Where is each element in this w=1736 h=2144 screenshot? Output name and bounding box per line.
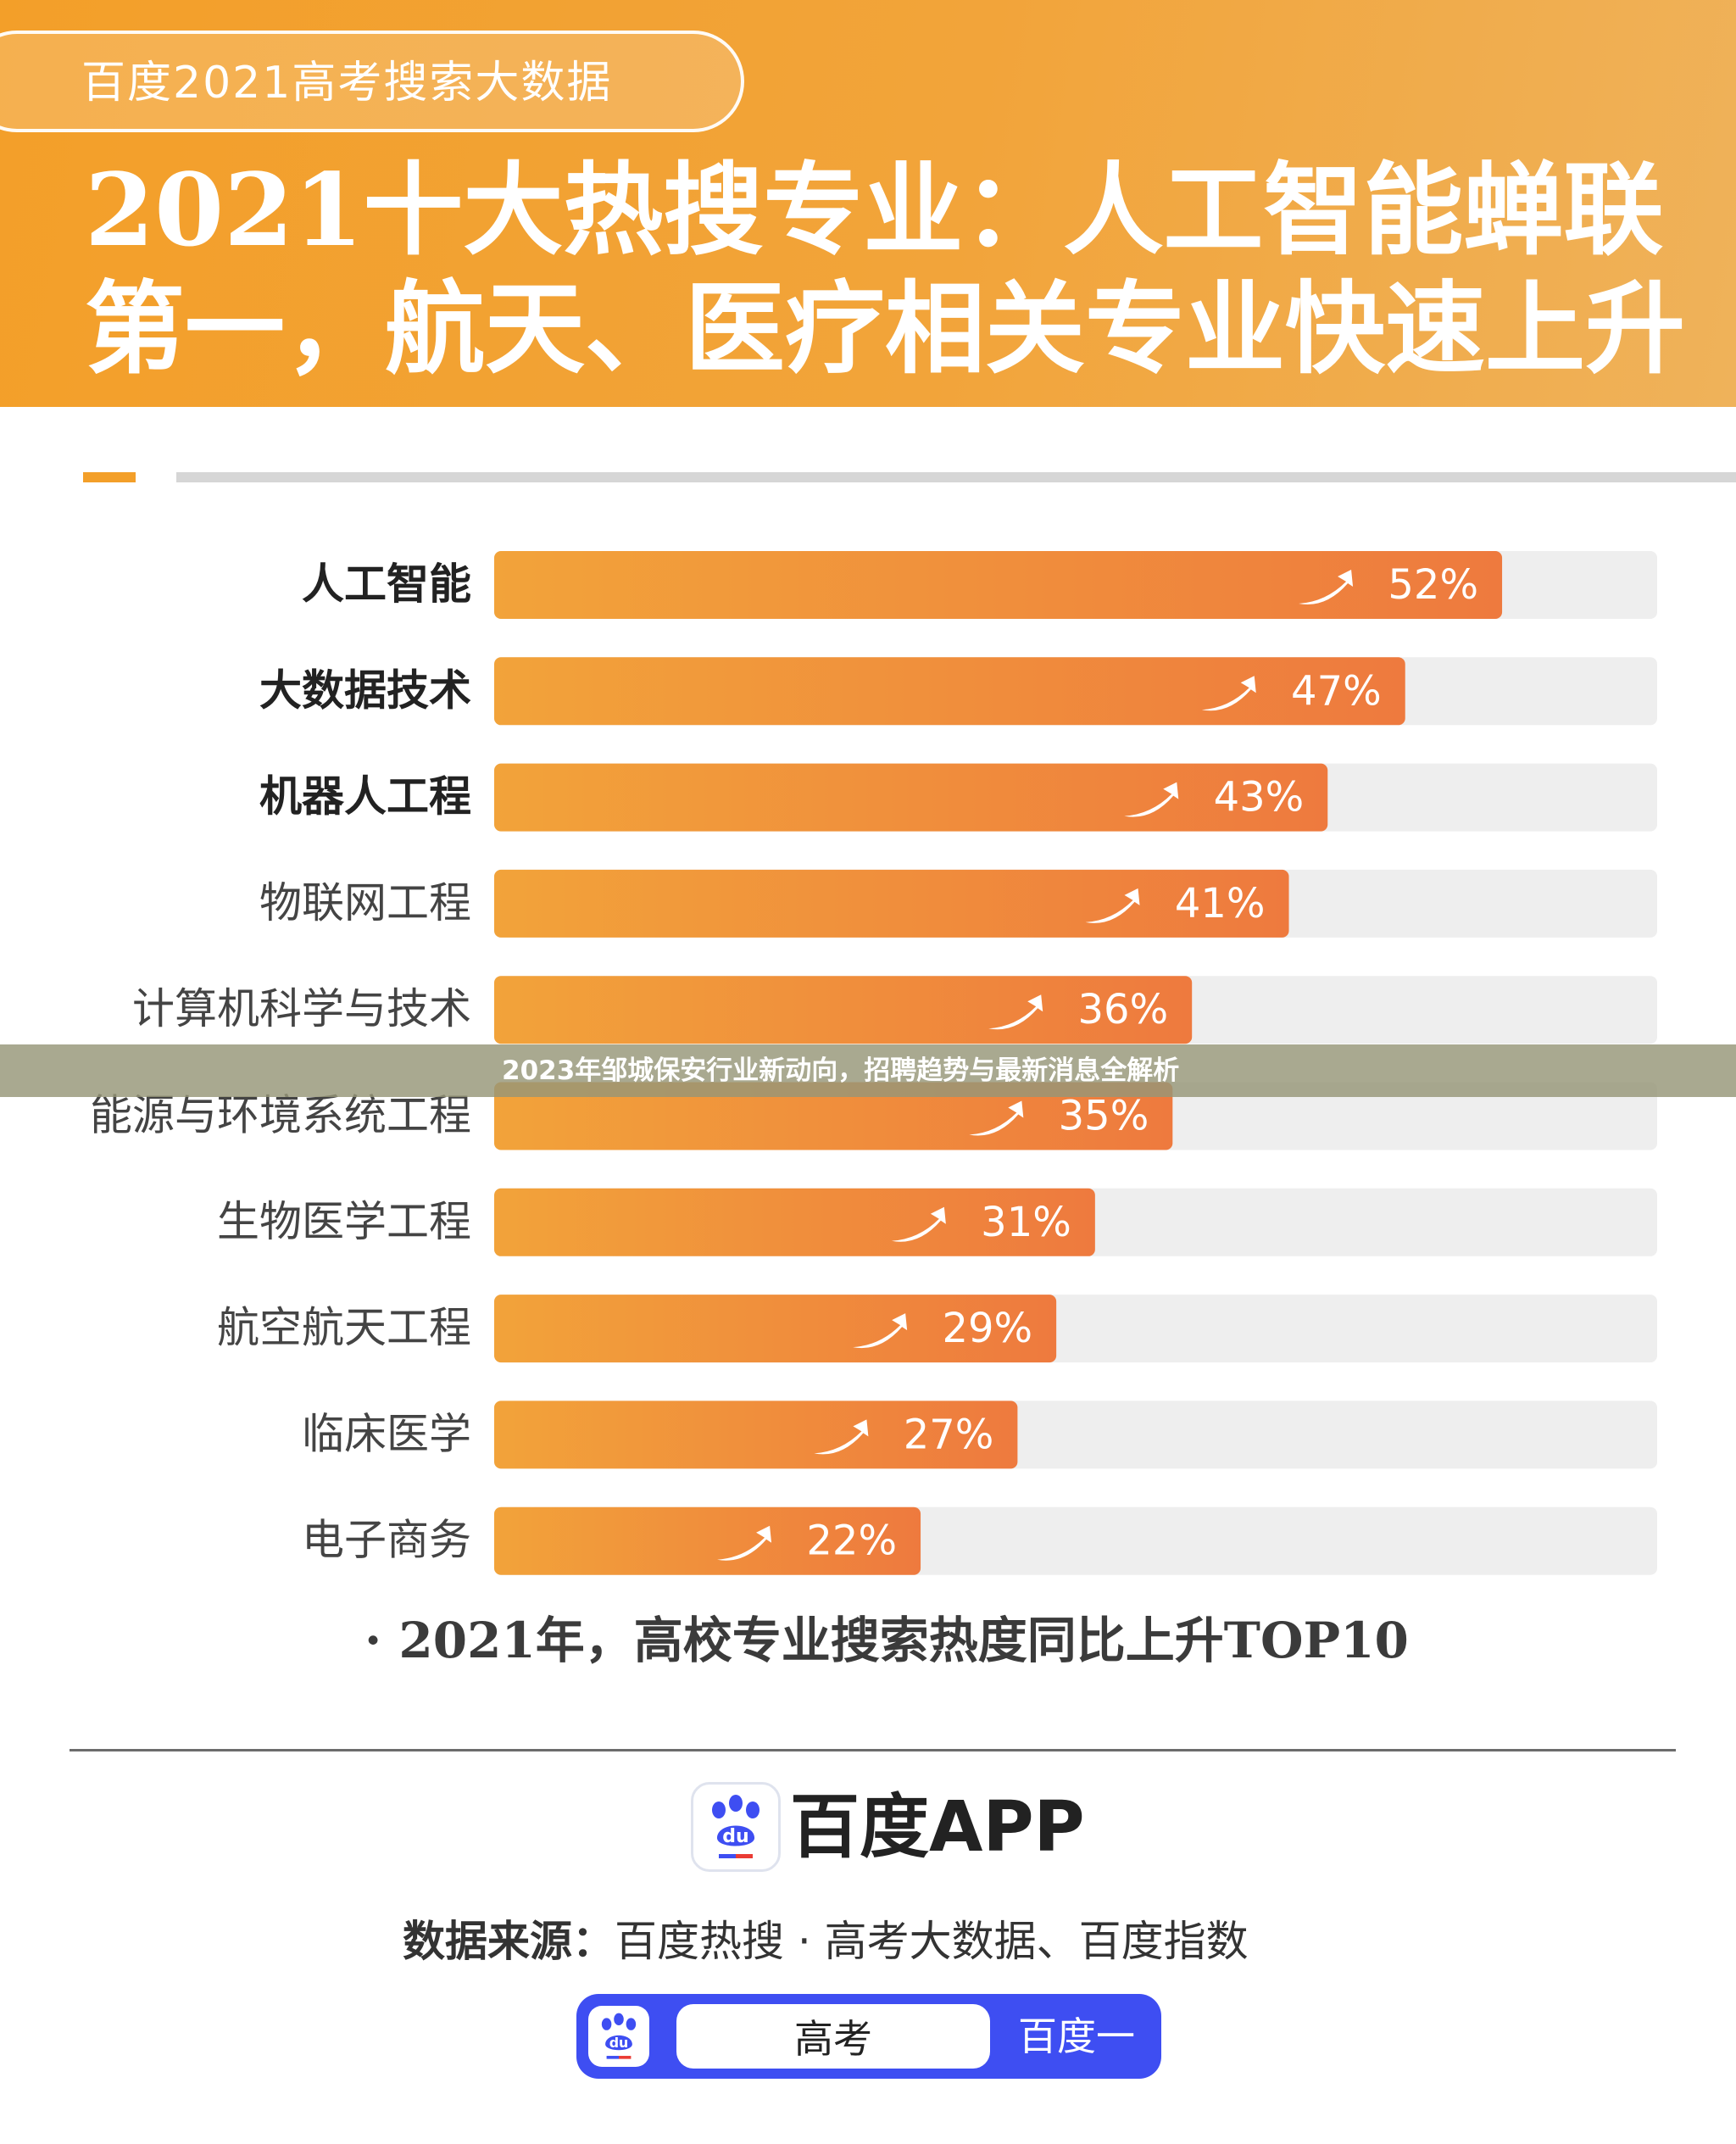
header-badge (0, 31, 744, 132)
footer-divider (70, 1749, 1676, 1751)
value-label: 36% (1078, 986, 1169, 1033)
header-banner: 百度2021高考搜索大数据 2021十大热搜专业：人工智能蝉联 第一，航天、医疗… (0, 0, 1736, 407)
trend-up-arrow-icon (1124, 782, 1179, 817)
svg-text:du: du (722, 1826, 748, 1847)
bar (494, 551, 1503, 619)
category-label: 人工智能 (302, 560, 471, 609)
bar (494, 763, 1328, 832)
value-label: 52% (1388, 561, 1478, 609)
trend-up-arrow-icon (1201, 676, 1256, 711)
category-label: 大数据技术 (259, 665, 471, 715)
category-label: 航空航天工程 (217, 1303, 471, 1352)
trend-up-arrow-icon (717, 1525, 772, 1561)
category-label: 物联网工程 (259, 878, 471, 927)
bar (494, 1295, 1057, 1363)
search-button[interactable]: 百度一下 (1000, 2002, 1153, 2127)
category-label: 计算机科学与技术 (132, 984, 471, 1033)
category-label: 能源与环境系统工程 (90, 1091, 471, 1140)
trend-up-arrow-icon (814, 1419, 869, 1455)
category-label: 生物医学工程 (217, 1197, 471, 1246)
trend-up-arrow-icon (891, 1206, 946, 1242)
value-label: 31% (981, 1199, 1071, 1246)
bar (494, 1401, 1018, 1469)
bar (494, 657, 1405, 726)
header-badge-text: 百度2021高考搜索大数据 (81, 58, 613, 109)
headline-line1: 2021十大热搜专业：人工智能蝉联 (85, 151, 1664, 269)
source-label: 数据来源： (403, 1917, 615, 1966)
value-label: 29% (942, 1305, 1032, 1352)
overlay-banner: 2023年邹城保安行业新动向，招聘趋势与最新消息全解析 (0, 1044, 1736, 1097)
value-label: 22% (806, 1518, 897, 1565)
app-name: 百度APP (790, 1787, 1085, 1868)
bar (494, 869, 1289, 938)
bar-chart: 人工智能 52% 大数据技术 47% 机器人工程 43% 物联网工程 41% 计算机科学与技术 3… (90, 551, 1657, 1575)
trend-up-arrow-icon (969, 1100, 1024, 1136)
headline-line2: 第一，航天、医疗相关专业快速上升 (85, 270, 1686, 387)
banner-text: 2023年邹城保安行业新动向，招聘趋势与最新消息全解析 (502, 1055, 1180, 1086)
search-input[interactable] (676, 2004, 990, 2069)
trend-up-arrow-icon (1085, 888, 1140, 923)
chart-footnote: · 2021年，高校专业搜索热度同比上升TOP10 (364, 1612, 1409, 1669)
data-source-line: 数据来源：百度热搜 · 高考大数据、百度指数 (403, 1907, 1249, 1975)
category-label: 机器人工程 (259, 772, 471, 821)
bar (494, 1506, 921, 1575)
value-label: 35% (1059, 1093, 1149, 1140)
bar (494, 1082, 1173, 1150)
trend-up-arrow-icon (853, 1313, 908, 1349)
baidu-paw-icon: du (691, 1782, 781, 1872)
value-label: 41% (1175, 880, 1266, 927)
category-label: 电子商务 (302, 1516, 471, 1565)
source-text: 百度热搜 · 高考大数据、百度指数 (615, 1917, 1249, 1966)
value-label: 47% (1291, 667, 1382, 715)
svg-text:du: du (609, 2035, 629, 2051)
trend-up-arrow-icon (988, 994, 1043, 1030)
accent-bar-orange (83, 472, 136, 482)
search-bar: du 百度一下 (576, 1994, 1161, 2127)
accent-bar-gray (176, 472, 1736, 482)
trend-up-arrow-icon (1299, 570, 1354, 604)
category-label: 临床医学 (302, 1409, 471, 1458)
value-label: 27% (904, 1411, 994, 1458)
bar (494, 976, 1193, 1044)
value-label: 43% (1214, 774, 1305, 821)
baidu-paw-icon: du (588, 2006, 649, 2067)
bar (494, 1188, 1095, 1256)
